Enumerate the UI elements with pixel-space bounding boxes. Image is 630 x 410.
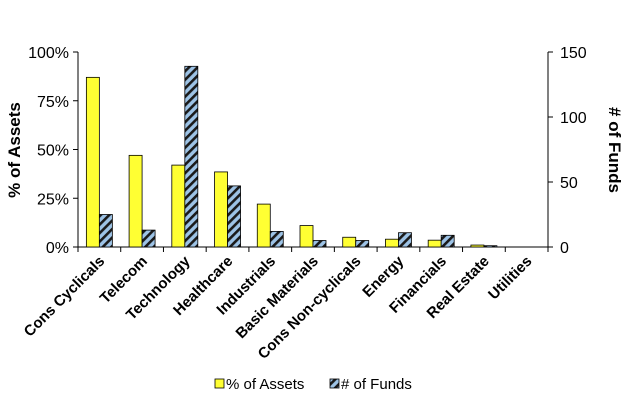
bar-funds bbox=[98, 214, 113, 248]
legend-label-funds: # of Funds bbox=[341, 376, 412, 393]
bar-funds bbox=[440, 234, 455, 248]
y-left-tick-label: 0% bbox=[46, 240, 69, 257]
bar-funds bbox=[355, 240, 370, 248]
bar-funds bbox=[312, 240, 327, 248]
bar-funds bbox=[398, 232, 412, 248]
y-right-tick-label: 150 bbox=[560, 45, 587, 62]
y-left-tick-label: 25% bbox=[37, 191, 69, 208]
x-category-label: Utilities bbox=[485, 253, 535, 303]
legend-label-assets: % of Assets bbox=[226, 376, 304, 393]
y-left-tick-label: 75% bbox=[37, 94, 69, 111]
bar-funds bbox=[227, 185, 241, 248]
x-category-label: Cons Cyclicals bbox=[21, 253, 108, 340]
bar-assets bbox=[128, 154, 143, 248]
legend-swatch-funds bbox=[329, 378, 340, 389]
y-axis-left-title: % of Assets bbox=[5, 102, 24, 198]
y-left-tick-label: 100% bbox=[28, 45, 69, 62]
bar-assets bbox=[85, 76, 100, 248]
y-right-tick-label: 50 bbox=[560, 175, 578, 192]
bar-assets bbox=[256, 203, 271, 248]
bar-assets bbox=[342, 236, 357, 248]
bar-assets bbox=[171, 164, 186, 248]
bar-funds bbox=[184, 65, 199, 248]
y-right-tick-label: 100 bbox=[560, 110, 587, 127]
y-axis-right-title: # of Funds bbox=[605, 107, 624, 193]
legend: % of Assets # of Funds bbox=[214, 376, 412, 393]
bar-assets bbox=[299, 225, 314, 248]
bar-assets bbox=[385, 238, 399, 248]
bar-funds bbox=[483, 245, 498, 248]
bar-funds bbox=[141, 229, 156, 248]
bar-funds bbox=[269, 230, 284, 248]
y-left-tick-label: 50% bbox=[37, 143, 69, 160]
legend-swatch-assets bbox=[214, 378, 225, 389]
bar-assets bbox=[214, 171, 228, 248]
bar-assets bbox=[427, 239, 442, 248]
bar-assets bbox=[470, 244, 485, 248]
y-right-tick-label: 0 bbox=[560, 240, 569, 257]
